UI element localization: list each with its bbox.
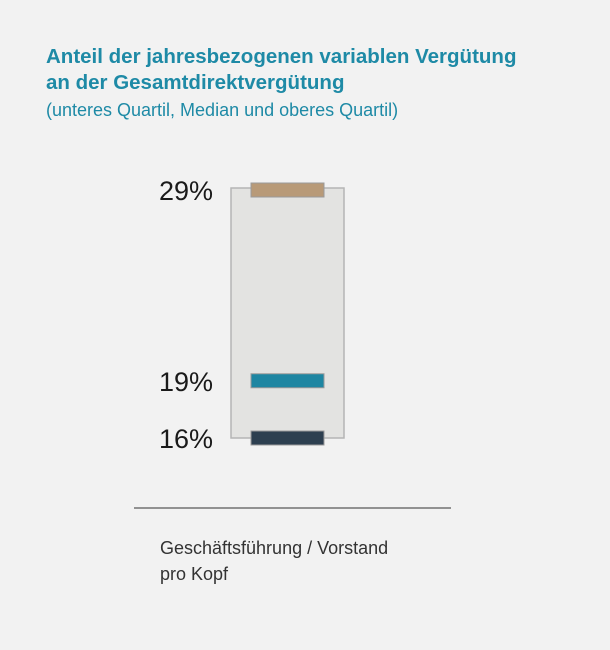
lower-quartile-label: 16% [159,424,213,454]
chart-title: Anteil der jahresbezogenen variablen Ver… [46,44,596,96]
median-bar [250,373,325,389]
chart-subtitle: (unteres Quartil, Median und oberes Quar… [46,100,399,120]
category-label-line-2: pro Kopf [160,564,229,584]
quartile-range-box [230,187,345,439]
upper-quartile-bar [250,182,325,198]
median-label: 19% [159,367,213,397]
chart-title-line-1: Anteil der jahresbezogenen variablen Ver… [46,45,517,68]
lower-quartile-bar [250,430,325,446]
category-label-line-1: Geschäftsführung / Vorstand [160,538,389,558]
category-label: Geschäftsführung / Vorstand pro Kopf [160,535,388,587]
chart-title-line-2: an der Gesamtdirektvergütung [46,71,345,94]
upper-quartile-label: 29% [159,176,213,206]
